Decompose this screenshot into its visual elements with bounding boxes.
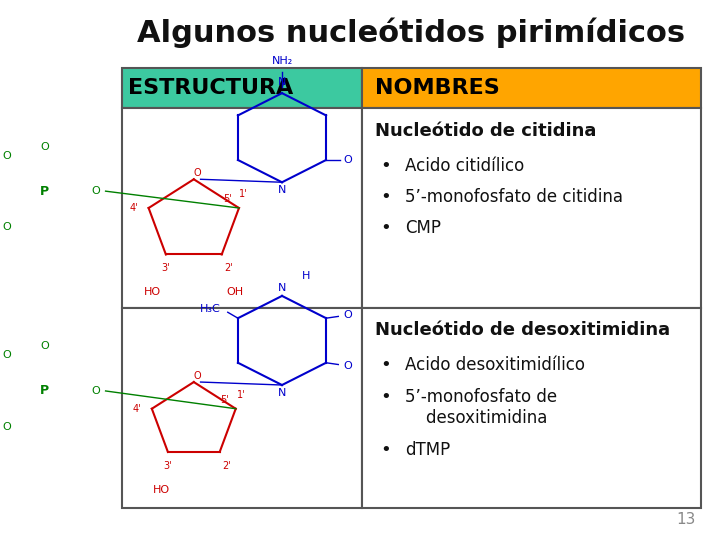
Text: O: O — [40, 341, 49, 352]
Text: O: O — [91, 386, 100, 396]
Text: Algunos nucleótidos pirimídicos: Algunos nucleótidos pirimídicos — [138, 17, 685, 48]
FancyBboxPatch shape — [122, 308, 362, 508]
Text: •: • — [381, 388, 392, 406]
Text: O: O — [343, 155, 352, 165]
Text: 5': 5' — [220, 395, 229, 405]
Text: N: N — [278, 283, 286, 293]
Text: 2': 2' — [222, 461, 231, 471]
FancyBboxPatch shape — [122, 108, 362, 308]
Text: 3': 3' — [161, 264, 170, 273]
Text: O: O — [40, 141, 49, 152]
Text: 4': 4' — [133, 404, 142, 414]
Text: 4': 4' — [130, 203, 138, 213]
Text: O: O — [3, 350, 12, 360]
Text: ESTRUCTURA: ESTRUCTURA — [127, 78, 293, 98]
Text: 5': 5' — [223, 194, 232, 204]
Text: NOMBRES: NOMBRES — [374, 78, 499, 98]
Text: 13: 13 — [676, 511, 696, 526]
Text: O: O — [3, 422, 12, 431]
Text: OH: OH — [227, 287, 244, 297]
Text: O: O — [3, 222, 12, 232]
Text: •: • — [381, 356, 392, 374]
Text: P: P — [40, 185, 49, 198]
Text: Acido citidílico: Acido citidílico — [405, 157, 525, 174]
Text: HO: HO — [144, 287, 161, 297]
Text: O: O — [91, 186, 100, 196]
Text: O: O — [343, 310, 352, 320]
Text: 1': 1' — [239, 188, 248, 199]
FancyBboxPatch shape — [362, 308, 701, 508]
Text: 1': 1' — [237, 390, 246, 400]
Text: H: H — [302, 271, 311, 281]
Text: •: • — [381, 188, 392, 206]
Text: HO: HO — [153, 484, 170, 495]
Text: O: O — [194, 168, 201, 178]
FancyBboxPatch shape — [362, 68, 701, 108]
Text: •: • — [381, 219, 392, 237]
Text: •: • — [381, 441, 392, 458]
Text: 3': 3' — [163, 461, 172, 471]
Text: 5’-monofosfato de citidina: 5’-monofosfato de citidina — [405, 188, 624, 206]
Text: H₃C: H₃C — [200, 304, 221, 314]
FancyBboxPatch shape — [122, 68, 362, 108]
Text: CMP: CMP — [405, 219, 441, 237]
Text: O: O — [3, 151, 12, 160]
Text: P: P — [40, 384, 49, 397]
Text: Acido desoxitimidílico: Acido desoxitimidílico — [405, 356, 585, 374]
Text: •: • — [381, 157, 392, 174]
Text: N: N — [278, 185, 286, 195]
Text: Nucleótido de citidina: Nucleótido de citidina — [374, 122, 596, 139]
Text: Nucleótido de desoxitimidina: Nucleótido de desoxitimidina — [374, 321, 670, 339]
Text: 5’-monofosfato de
    desoxitimidina: 5’-monofosfato de desoxitimidina — [405, 388, 557, 427]
Text: NH₂: NH₂ — [271, 56, 292, 66]
Text: dTMP: dTMP — [405, 441, 451, 458]
Text: N: N — [278, 388, 286, 398]
Text: O: O — [194, 371, 201, 381]
Text: 2': 2' — [224, 264, 233, 273]
FancyBboxPatch shape — [362, 108, 701, 308]
Text: N: N — [278, 77, 286, 87]
Text: O: O — [343, 361, 352, 371]
